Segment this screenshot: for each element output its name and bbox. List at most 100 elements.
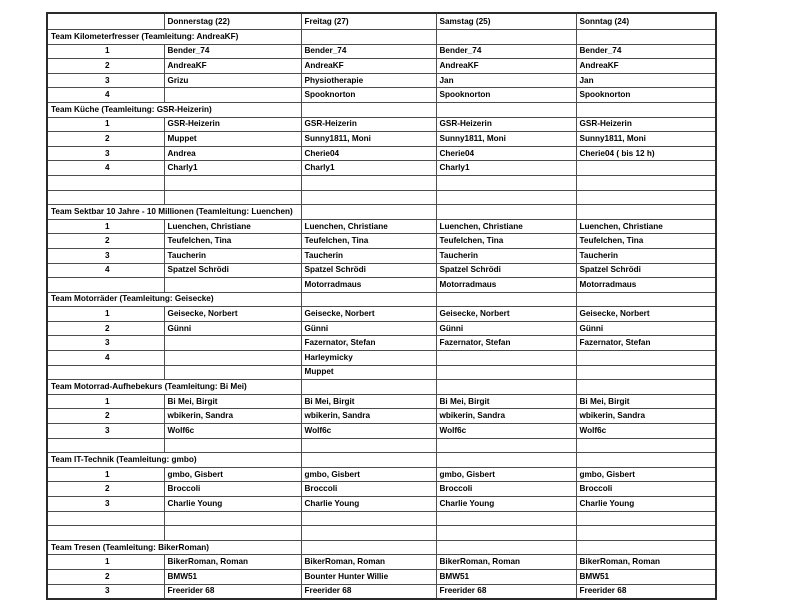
assignment-cell: Spatzel Schrödi xyxy=(575,262,717,279)
assignment-cell: Wolf6c xyxy=(163,423,302,439)
assignment-cell: Geisecke, Norbert xyxy=(300,306,437,322)
assignment-cell: BikerRoman, Roman xyxy=(300,554,437,570)
assignment-cell: BMW51 xyxy=(435,568,577,585)
slot-number-cell: 3 xyxy=(46,335,165,352)
schedule-row: 1 Bender_74 Bender_74 Bender_74 Bender_74 xyxy=(46,43,717,60)
slot-number-cell: 1 xyxy=(46,218,165,235)
assignment-cell xyxy=(575,350,717,366)
assignment-cell: Physiotherapie xyxy=(300,72,437,89)
team-header-filler-cell xyxy=(575,204,717,220)
spacer-cell xyxy=(300,525,437,541)
assignment-cell: BMW51 xyxy=(575,568,717,585)
assignment-cell: Taucherin xyxy=(163,247,302,264)
assignment-cell: Wolf6c xyxy=(300,423,437,439)
assignment-cell: Taucherin xyxy=(300,247,437,264)
schedule-row: 1 GSR-Heizerin GSR-Heizerin GSR-Heizerin GSR… xyxy=(46,116,717,133)
assignment-cell: Spatzel Schrödi xyxy=(435,262,577,279)
assignment-cell: Charlie Young xyxy=(575,496,717,512)
assignment-cell: Charly1 xyxy=(435,160,577,176)
team-header-row: Team Küche (Teamleitung: GSR-Heizerin) xyxy=(46,101,717,118)
team-header-filler-cell xyxy=(575,29,717,45)
assignment-cell: Freerider 68 xyxy=(300,583,437,600)
assignment-cell: AndreaKF xyxy=(163,58,302,74)
schedule-row: 2 Günni Günni Günni Günni xyxy=(46,320,717,337)
assignment-cell xyxy=(435,437,577,454)
schedule-row: 1 gmbo, Gisbert gmbo, Gisbert gmbo, Gisbert… xyxy=(46,466,717,483)
assignment-cell: Grizu xyxy=(163,72,302,89)
assignment-cell: Charly1 xyxy=(300,160,437,176)
schedule-row: 3 Andrea Cherie04 Cherie04 Cherie04 ( bis 12… xyxy=(46,145,717,162)
assignment-cell: Bi Mei, Birgit xyxy=(300,393,437,410)
slot-number-cell: 1 xyxy=(46,393,165,410)
team-header-label: Team Motorrad-Aufhebekurs (Teamleitung: … xyxy=(46,379,302,395)
assignment-cell: GSR-Heizerin xyxy=(163,116,302,133)
schedule-row: 2 Broccoli Broccoli Broccoli Broccoli xyxy=(46,481,717,497)
team-header-label: Team Küche (Teamleitung: GSR-Heizerin) xyxy=(46,101,302,118)
assignment-cell: GSR-Heizerin xyxy=(575,116,717,133)
assignment-cell: Sunny1811, Moni xyxy=(300,131,437,147)
team-header-filler-cell xyxy=(575,452,717,468)
slot-number-cell: 3 xyxy=(46,496,165,512)
slot-number-cell xyxy=(46,174,165,191)
slot-number-cell: 4 xyxy=(46,87,165,103)
team-header-filler-cell xyxy=(300,204,437,220)
team-header-row: Team Tresen (Teamleitung: BikerRoman) xyxy=(46,539,717,556)
slot-number-cell: 3 xyxy=(46,72,165,89)
schedule-table-body: Donnerstag (22) Freitag (27) Samstag (25) S… xyxy=(46,12,717,600)
schedule-row xyxy=(46,510,717,527)
assignment-cell: gmbo, Gisbert xyxy=(300,466,437,483)
assignment-cell: Cherie04 xyxy=(435,145,577,162)
spreadsheet-sheet: Donnerstag (22) Freitag (27) Samstag (25) S… xyxy=(46,12,717,600)
schedule-row: 4 Charly1 Charly1 Charly1 xyxy=(46,160,717,176)
team-header-filler-cell xyxy=(435,452,577,468)
slot-number-cell: 3 xyxy=(46,583,165,600)
day-header-cell: Samstag (25) xyxy=(435,12,577,30)
day-header-row: Donnerstag (22) Freitag (27) Samstag (25) S… xyxy=(46,12,717,30)
assignment-cell: Spooknorton xyxy=(300,87,437,103)
assignment-cell: BikerRoman, Roman xyxy=(575,554,717,570)
team-header-row: Team Motorräder (Teamleitung: Geisecke) xyxy=(46,291,717,308)
assignment-cell xyxy=(435,510,577,527)
assignment-cell: Jan xyxy=(575,72,717,89)
assignment-cell: Teufelchen, Tina xyxy=(575,233,717,249)
team-header-filler-cell xyxy=(435,539,577,556)
assignment-cell: Broccoli xyxy=(300,481,437,497)
assignment-cell xyxy=(435,350,577,366)
assignment-cell: Geisecke, Norbert xyxy=(163,306,302,322)
assignment-cell: Sunny1811, Moni xyxy=(435,131,577,147)
assignment-cell: Sunny1811, Moni xyxy=(575,131,717,147)
spacer-cell xyxy=(46,189,165,206)
assignment-cell: Fazernator, Stefan xyxy=(435,335,577,352)
assignment-cell: Spatzel Schrödi xyxy=(300,262,437,279)
assignment-cell: GSR-Heizerin xyxy=(435,116,577,133)
assignment-cell: Cherie04 ( bis 12 h) xyxy=(575,145,717,162)
team-header-filler-cell xyxy=(575,539,717,556)
assignment-cell: Luenchen, Christiane xyxy=(300,218,437,235)
assignment-cell: Günni xyxy=(575,320,717,337)
slot-number-cell: 2 xyxy=(46,481,165,497)
schedule-row: 4 Spatzel Schrödi Spatzel Schrödi Spatzel S… xyxy=(46,262,717,279)
spacer-cell xyxy=(435,189,577,206)
assignment-cell: Motorradmaus xyxy=(300,277,437,293)
spacer-cell xyxy=(435,525,577,541)
assignment-cell xyxy=(575,160,717,176)
assignment-cell: AndreaKF xyxy=(300,58,437,74)
team-header-filler-cell xyxy=(575,101,717,118)
assignment-cell: Harleymicky xyxy=(300,350,437,366)
assignment-cell: Broccoli xyxy=(163,481,302,497)
schedule-row xyxy=(46,437,717,454)
schedule-row: 1 Luenchen, Christiane Luenchen, Christian… xyxy=(46,218,717,235)
spacer-cell xyxy=(300,189,437,206)
team-header-filler-cell xyxy=(300,29,437,45)
assignment-cell xyxy=(435,174,577,191)
assignment-cell: gmbo, Gisbert xyxy=(163,466,302,483)
day-header-cell: Freitag (27) xyxy=(300,12,437,30)
assignment-cell: Jan xyxy=(435,72,577,89)
assignment-cell xyxy=(163,437,302,454)
assignment-cell: Motorradmaus xyxy=(575,277,717,293)
assignment-cell: Bounter Hunter Willie xyxy=(300,568,437,585)
assignment-cell xyxy=(575,364,717,381)
assignment-cell xyxy=(163,364,302,381)
spacer-cell xyxy=(575,525,717,541)
assignment-cell: Cherie04 xyxy=(300,145,437,162)
